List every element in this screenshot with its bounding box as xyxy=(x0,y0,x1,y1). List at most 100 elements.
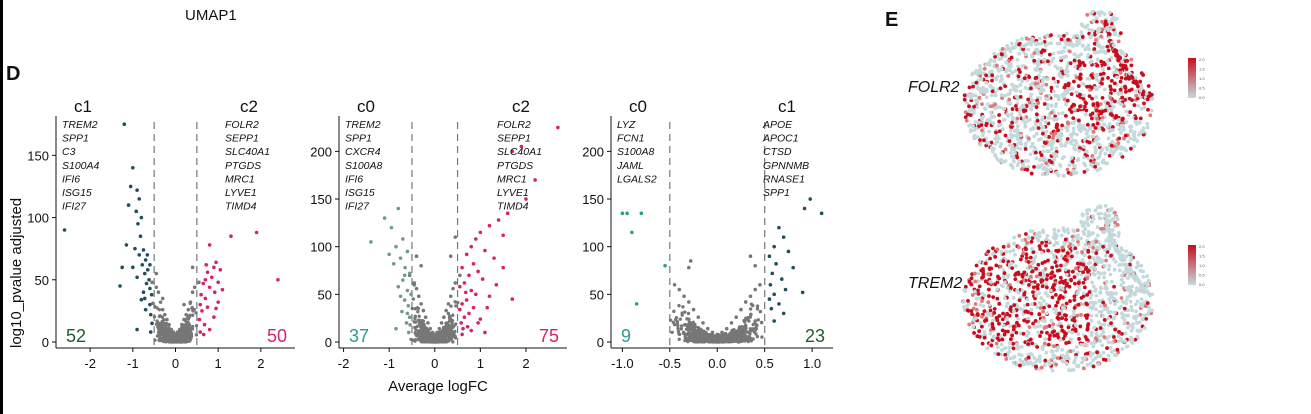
x-tick-label: 1.0 xyxy=(803,356,821,371)
right-sig-point xyxy=(510,297,515,301)
gray-point xyxy=(672,309,676,314)
umap-point xyxy=(1017,233,1022,238)
right-sig-point xyxy=(768,283,773,287)
gray-point xyxy=(710,330,715,335)
umap-point xyxy=(1085,129,1090,134)
gray-point xyxy=(677,337,681,342)
left-sig-point xyxy=(141,290,146,295)
umap-point xyxy=(1098,49,1103,54)
left-sig-point xyxy=(140,263,145,267)
x-tick-label: -2 xyxy=(338,356,350,371)
umap-point xyxy=(1090,111,1095,116)
right-cluster-header: c2 xyxy=(512,97,530,116)
umap-point xyxy=(1128,124,1132,129)
umap-point xyxy=(1108,106,1113,111)
gray-point xyxy=(451,340,455,344)
umap-point xyxy=(1046,59,1050,64)
umap-point xyxy=(1095,63,1100,68)
gray-point xyxy=(166,330,170,334)
umap-point xyxy=(1046,41,1051,46)
gray-point xyxy=(189,331,193,335)
umap-point xyxy=(1000,47,1005,51)
gray-point xyxy=(157,328,162,332)
umap-point xyxy=(1124,120,1129,124)
umap-point xyxy=(1100,95,1105,100)
left-gene-label: SPP1 xyxy=(345,133,372,145)
umap-point xyxy=(1059,263,1063,268)
left-sig-point xyxy=(394,326,398,331)
gray-point xyxy=(197,280,201,285)
left-sig-point xyxy=(406,303,411,308)
umap-point xyxy=(999,141,1004,146)
umap-point xyxy=(978,302,983,307)
right-sig-point xyxy=(214,260,218,265)
umap-point xyxy=(990,149,995,154)
umap-point xyxy=(1078,72,1083,77)
umap-point xyxy=(979,70,984,75)
right-sig-point xyxy=(462,281,467,285)
umap-point xyxy=(1130,98,1134,103)
umap-point xyxy=(1114,114,1119,118)
right-cluster-header: c1 xyxy=(778,97,796,116)
right-sig-point xyxy=(469,328,474,333)
umap-point xyxy=(1015,163,1020,167)
umap-point xyxy=(997,69,1001,73)
right-sig-point xyxy=(464,252,469,257)
umap-point xyxy=(1050,295,1055,300)
umap-point xyxy=(990,73,995,78)
umap-point xyxy=(1092,47,1097,51)
umap-point xyxy=(1010,45,1015,50)
right-sig-point xyxy=(469,288,474,293)
umap-point xyxy=(1032,51,1037,56)
umap-point xyxy=(1048,140,1053,144)
left-gene-label: ISG15 xyxy=(345,187,375,199)
gray-point xyxy=(417,314,421,319)
umap-point xyxy=(1123,84,1127,89)
gray-point xyxy=(720,330,724,335)
umap-point xyxy=(1095,121,1100,126)
umap-point xyxy=(1091,18,1096,23)
umap-point xyxy=(1101,350,1106,355)
right-sig-point xyxy=(229,234,233,239)
gray-point xyxy=(687,330,691,334)
umap-point xyxy=(1072,107,1077,112)
umap-point xyxy=(1000,77,1004,82)
umap-point xyxy=(1103,51,1108,55)
umap-point xyxy=(1128,136,1133,141)
umap-point xyxy=(1025,42,1029,47)
right-sig-point xyxy=(492,256,496,260)
left-gene-label: LGALS2 xyxy=(617,173,657,185)
umap-point xyxy=(1047,52,1052,57)
umap-point xyxy=(1102,62,1107,67)
left-gene-label: SPP1 xyxy=(62,133,89,145)
gray-point xyxy=(732,334,737,339)
right-count: 23 xyxy=(805,326,825,346)
umap-point xyxy=(1072,275,1077,279)
umap-point xyxy=(999,52,1004,57)
gray-point xyxy=(753,319,757,323)
umap-point xyxy=(982,66,987,71)
umap-point xyxy=(1014,120,1019,125)
left-sig-point xyxy=(135,188,139,192)
umap-arm-point xyxy=(1107,32,1112,37)
umap-point xyxy=(1095,116,1100,121)
left-sig-point xyxy=(131,265,135,270)
umap-point xyxy=(1053,104,1058,109)
umap-point xyxy=(1077,118,1081,123)
right-gene-label: TIMD4 xyxy=(497,201,529,213)
gray-point xyxy=(171,330,176,334)
umap-point xyxy=(1029,144,1034,149)
right-gene-label: FOLR2 xyxy=(497,119,531,131)
left-gene-label: TREM2 xyxy=(62,119,98,131)
umap-point xyxy=(1010,120,1014,125)
umap-point xyxy=(1097,109,1102,114)
umap-point xyxy=(1118,79,1123,84)
umap-point xyxy=(1054,123,1059,128)
umap-point xyxy=(1082,104,1087,109)
right-sig-point xyxy=(808,197,813,201)
left-sig-point xyxy=(663,263,667,268)
left-gene-label: IFI27 xyxy=(345,201,370,213)
gray-point xyxy=(417,294,421,299)
umap-point xyxy=(1069,92,1074,97)
right-sig-point xyxy=(207,327,212,332)
